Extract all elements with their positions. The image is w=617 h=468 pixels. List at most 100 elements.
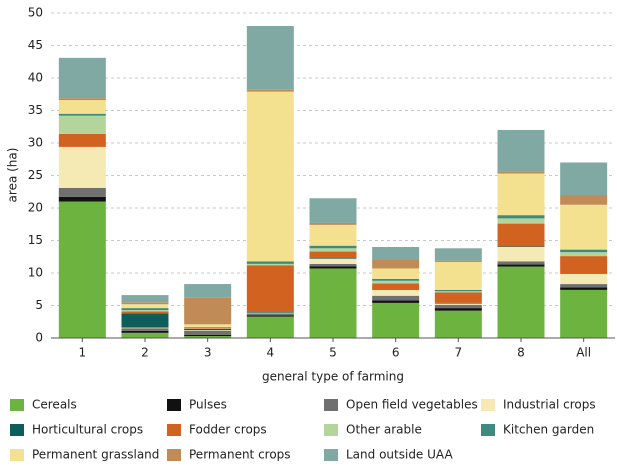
bar-segment [121,304,169,309]
bar-segment [121,302,169,305]
bar-segment [58,100,106,114]
bar-segment [372,260,420,269]
y-axis-title: area (ha) [6,148,20,203]
bar-segment [372,300,420,303]
y-tick-label: 40 [28,71,43,85]
legend-label: Other arable [346,423,422,437]
bar-segment [184,324,232,327]
bar-segment [309,248,357,252]
bar-segment [434,302,482,304]
bar-segment [434,260,482,262]
legend-swatch [481,399,495,411]
bar-segment [434,248,482,261]
y-tick-label: 15 [28,233,43,247]
bar-segment [497,266,545,338]
bar-segment [58,196,106,202]
bar-segment [246,263,294,266]
bar-segment [560,256,608,273]
bar-segment [309,268,357,338]
y-tick-label: 20 [28,201,43,215]
bar-segment [434,291,482,293]
x-tick-label: 4 [267,346,275,360]
legend-label: Fodder crops [189,423,267,437]
legend-label: Open field vegetables [346,398,478,412]
bar-segment [121,327,169,329]
bar-segment [497,261,545,265]
legend-swatch [167,399,181,411]
bar-segment [560,287,608,290]
bar-segment [560,289,608,338]
bar-segment [560,252,608,257]
bar-segment [246,316,294,338]
bar-segment [121,328,169,331]
legend-label: Horticultural crops [32,423,143,437]
bar-segment [497,130,545,172]
bar-segment [372,283,420,290]
bar-segment [309,224,357,246]
bar-segment [372,278,420,281]
bar-segment [309,198,357,223]
x-tick-label: 3 [204,346,212,360]
bar-segment [497,218,545,224]
bar-segment [497,264,545,267]
bar-segment [121,311,169,314]
x-tick-label: 6 [392,346,400,360]
bar-segment [184,326,232,328]
x-tick-label: 8 [517,346,525,360]
bar-segment [434,289,482,292]
bar-segment [246,26,294,90]
bar-segment [309,251,357,259]
y-tick-label: 50 [28,6,43,20]
bar-segment [497,247,545,262]
bar-segment [246,312,294,314]
legend-label: Kitchen garden [503,423,594,437]
bar-segment [560,284,608,288]
bar-segment [560,204,608,250]
bar-segment [58,57,106,99]
bar-segment [246,261,294,264]
legend-label: Industrial crops [503,398,596,412]
legend-label: Land outside UAA [346,448,453,462]
bar-segment [58,201,106,338]
bar-segment [184,328,232,331]
bar-segment [560,273,608,285]
legend-swatch [10,424,24,436]
y-tick-label: 5 [35,298,43,312]
bar-segment [246,89,294,92]
bar-segment [184,297,232,325]
bar-segment [372,280,420,284]
bar-segment [184,334,232,337]
bar-segment [121,308,169,311]
bar-segment [58,115,106,134]
bar-segment [434,261,482,290]
bar-segment [184,336,232,338]
bar-segment [309,263,357,267]
y-tick-label: 10 [28,266,43,280]
bar-segment [372,295,420,301]
bar-segment [497,223,545,247]
bar-segment [372,289,420,296]
legend-label: Cereals [32,398,77,412]
bar-segment [560,195,608,205]
bar-segment [121,295,169,303]
bar-segment [434,304,482,309]
x-tick-label: 5 [329,346,337,360]
bar-segment [560,249,608,253]
legend-swatch [167,449,181,461]
bar-segment [246,91,294,262]
y-tick-label: 35 [28,103,43,117]
bar-segment [246,265,294,312]
y-tick-label: 30 [28,136,43,150]
bar-segment [184,328,232,329]
bar-segment [58,133,106,147]
bar-segment [434,303,482,305]
bar-segment [184,327,232,329]
bar-segment [497,215,545,219]
x-tick-label: 7 [455,346,463,360]
bar-segment [58,146,106,188]
y-tick-label: 45 [28,38,43,52]
bar-segment [246,313,294,316]
bar-segment [372,268,420,279]
y-tick-label: 25 [28,168,43,182]
